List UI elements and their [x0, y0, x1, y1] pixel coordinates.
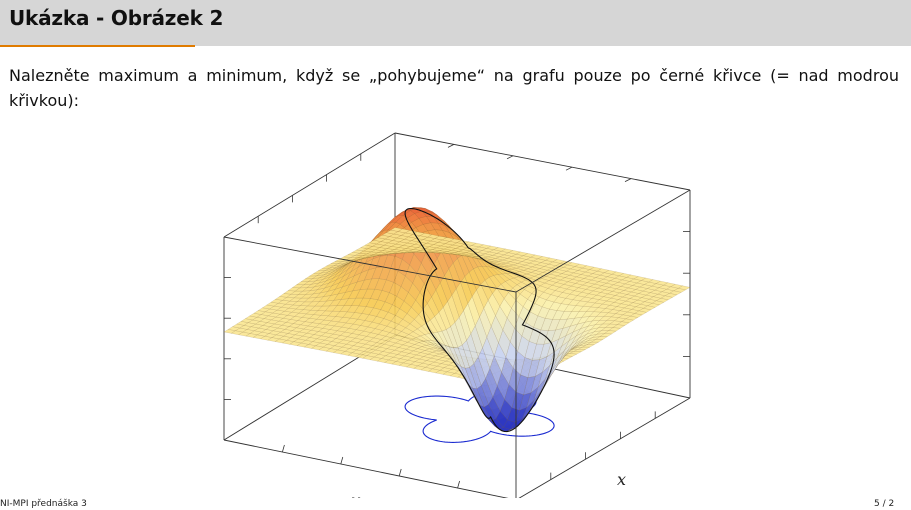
- surface-plot-figure: x y: [223, 132, 691, 498]
- black-curve: [404, 207, 555, 433]
- slide-title-bar: Ukázka - Obrázek 2: [0, 0, 911, 46]
- title-accent-line: [0, 45, 195, 47]
- y-axis-label: y: [350, 491, 361, 498]
- slide-body-text: Nalezněte maximum a minimum, když se „po…: [9, 66, 899, 110]
- box-edge: [518, 397, 691, 498]
- box-tick: [282, 444, 285, 453]
- box-tick: [506, 155, 514, 160]
- x-axis-label: x: [617, 470, 626, 489]
- box-edge: [223, 439, 509, 498]
- slide-title: Ukázka - Obrázek 2: [9, 6, 224, 30]
- black-curve-path: [404, 207, 555, 433]
- surface-patch: [677, 285, 691, 291]
- box-tick: [447, 144, 455, 148]
- plot-box-front: [223, 189, 691, 498]
- box-edge: [223, 236, 517, 293]
- blue-curve: [404, 389, 555, 443]
- box-tick: [340, 456, 344, 465]
- box-edge: [394, 132, 691, 191]
- box-tick: [398, 468, 402, 477]
- footer-page-number: 5 / 2: [874, 499, 895, 509]
- box-edge: [223, 132, 396, 238]
- box-tick: [457, 480, 460, 489]
- footer-course-name: NI-MPI přednáška 3: [0, 499, 87, 509]
- box-tick: [565, 166, 573, 171]
- box-edge: [515, 189, 691, 293]
- blue-curve-path: [404, 389, 555, 443]
- box-tick: [624, 178, 632, 182]
